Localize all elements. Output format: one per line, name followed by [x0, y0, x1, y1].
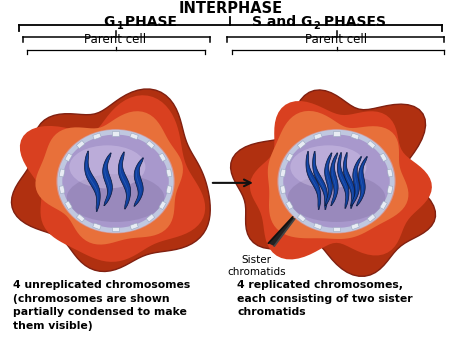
Polygon shape	[134, 158, 144, 206]
Polygon shape	[166, 186, 172, 193]
Polygon shape	[12, 89, 210, 271]
Polygon shape	[93, 133, 101, 140]
Polygon shape	[387, 186, 393, 193]
Polygon shape	[314, 155, 325, 206]
Polygon shape	[59, 169, 65, 177]
Polygon shape	[380, 201, 387, 209]
Polygon shape	[59, 186, 65, 193]
Polygon shape	[166, 169, 172, 177]
Polygon shape	[280, 186, 286, 193]
Polygon shape	[338, 153, 349, 208]
Polygon shape	[146, 140, 155, 149]
Ellipse shape	[291, 143, 344, 178]
Polygon shape	[351, 133, 359, 140]
Polygon shape	[159, 153, 166, 162]
Polygon shape	[65, 201, 72, 209]
Text: Parent cell: Parent cell	[84, 32, 147, 45]
Text: Sister
chromatids: Sister chromatids	[227, 255, 286, 277]
Polygon shape	[351, 159, 361, 203]
Polygon shape	[120, 155, 128, 206]
Polygon shape	[297, 214, 306, 222]
Polygon shape	[333, 131, 340, 136]
Ellipse shape	[288, 174, 385, 222]
Ellipse shape	[277, 129, 396, 234]
Polygon shape	[130, 133, 138, 140]
Polygon shape	[351, 223, 359, 230]
Polygon shape	[146, 214, 155, 222]
Polygon shape	[159, 201, 166, 209]
Ellipse shape	[290, 145, 366, 188]
Polygon shape	[306, 151, 321, 210]
Polygon shape	[331, 156, 337, 203]
Polygon shape	[331, 153, 338, 206]
Polygon shape	[350, 157, 362, 206]
Polygon shape	[76, 214, 85, 222]
Polygon shape	[387, 169, 393, 177]
Polygon shape	[286, 153, 293, 162]
Ellipse shape	[281, 132, 392, 230]
Polygon shape	[36, 111, 183, 245]
Ellipse shape	[56, 129, 175, 234]
Text: 4 replicated chromosomes,
each consisting of two sister
chromatids: 4 replicated chromosomes, each consistin…	[237, 280, 413, 317]
Polygon shape	[76, 140, 85, 149]
Text: PHASE: PHASE	[120, 15, 177, 29]
Polygon shape	[118, 152, 131, 209]
Polygon shape	[231, 90, 436, 276]
Polygon shape	[269, 217, 294, 246]
Polygon shape	[20, 95, 205, 262]
Polygon shape	[268, 111, 408, 239]
Text: G: G	[103, 15, 114, 29]
Text: S and G: S and G	[252, 15, 312, 29]
Text: 4 unreplicated chromosomes
(chromosomes are shown
partially condensed to make
th: 4 unreplicated chromosomes (chromosomes …	[13, 280, 191, 331]
Text: 1: 1	[117, 21, 123, 31]
Polygon shape	[333, 227, 340, 231]
Polygon shape	[65, 153, 72, 162]
Polygon shape	[314, 223, 322, 230]
Polygon shape	[280, 169, 286, 177]
Ellipse shape	[60, 132, 171, 230]
Polygon shape	[250, 101, 432, 260]
Polygon shape	[85, 151, 100, 212]
Polygon shape	[93, 223, 101, 230]
Ellipse shape	[67, 174, 164, 222]
Polygon shape	[357, 159, 367, 203]
Polygon shape	[297, 140, 306, 149]
Polygon shape	[104, 156, 111, 203]
Polygon shape	[343, 153, 355, 208]
Polygon shape	[314, 133, 322, 140]
Text: 2: 2	[313, 21, 320, 31]
Polygon shape	[103, 153, 113, 206]
Polygon shape	[356, 157, 368, 206]
Polygon shape	[286, 201, 293, 209]
Polygon shape	[313, 151, 327, 210]
Ellipse shape	[70, 143, 123, 178]
Polygon shape	[135, 160, 143, 204]
Polygon shape	[367, 214, 375, 222]
Text: Parent cell: Parent cell	[306, 32, 368, 45]
Polygon shape	[86, 154, 98, 208]
Polygon shape	[367, 140, 375, 149]
Polygon shape	[344, 156, 353, 205]
Polygon shape	[325, 156, 332, 203]
Polygon shape	[339, 156, 347, 205]
Polygon shape	[380, 153, 387, 162]
Polygon shape	[112, 131, 119, 136]
Polygon shape	[325, 153, 332, 206]
Text: INTERPHASE: INTERPHASE	[178, 1, 282, 16]
Text: PHASES: PHASES	[319, 15, 386, 29]
Ellipse shape	[69, 145, 145, 188]
Polygon shape	[112, 227, 119, 231]
Polygon shape	[130, 223, 138, 230]
Polygon shape	[307, 155, 319, 206]
